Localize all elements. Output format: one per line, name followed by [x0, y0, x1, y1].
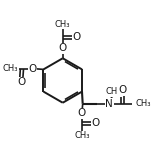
Text: N: N — [105, 99, 113, 109]
Text: O: O — [59, 43, 67, 53]
Text: O: O — [73, 33, 81, 43]
Text: O: O — [29, 64, 37, 74]
Text: O: O — [91, 118, 100, 128]
Text: CH₃: CH₃ — [3, 64, 18, 73]
Text: O: O — [118, 85, 126, 95]
Text: CH₃: CH₃ — [106, 87, 121, 96]
Text: O: O — [17, 77, 25, 87]
Text: CH₃: CH₃ — [135, 99, 151, 108]
Text: CH₃: CH₃ — [55, 20, 71, 29]
Text: O: O — [78, 108, 86, 118]
Text: CH₃: CH₃ — [74, 131, 90, 140]
